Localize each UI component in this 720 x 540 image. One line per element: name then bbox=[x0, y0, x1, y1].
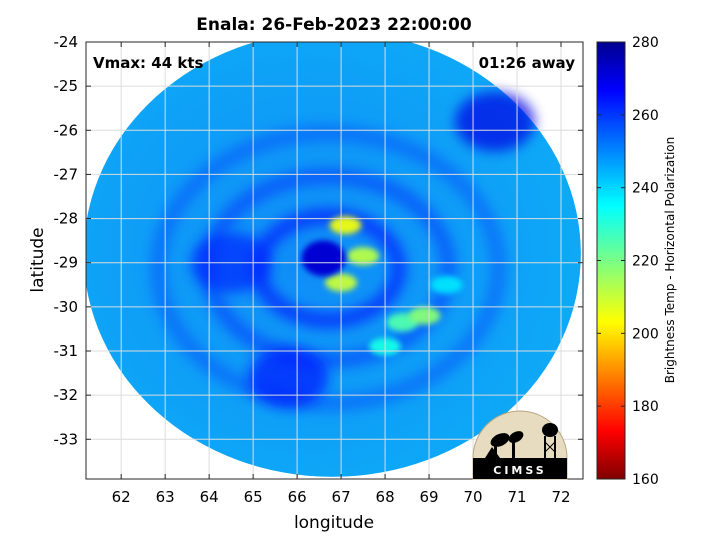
storm-eye bbox=[301, 240, 346, 277]
heatmap-feature bbox=[329, 216, 362, 235]
y-tick-label: -29 bbox=[54, 254, 79, 272]
y-axis-label: latitude bbox=[28, 227, 48, 292]
colorbar-ticks: 280 260 240 220 200 180 160 bbox=[597, 35, 659, 488]
spiral-band bbox=[150, 125, 507, 412]
heatmap-feature bbox=[347, 247, 380, 266]
x-tick-label: 65 bbox=[244, 488, 263, 506]
heatmap-feature bbox=[248, 347, 329, 408]
heatmap-feature bbox=[408, 306, 441, 325]
colorbar-tick-label: 220 bbox=[632, 254, 659, 270]
x-tick-label: 72 bbox=[551, 488, 570, 506]
cimss-logo: CIMSS bbox=[472, 410, 568, 480]
x-tick-label: 69 bbox=[420, 488, 439, 506]
colorbar-tick-label: 280 bbox=[632, 35, 659, 51]
colorbar bbox=[596, 41, 626, 480]
x-tick-label: 71 bbox=[507, 488, 526, 506]
y-tick-label: -24 bbox=[54, 33, 79, 51]
y-tick-label: -31 bbox=[54, 342, 79, 360]
x-tick-label: 68 bbox=[376, 488, 395, 506]
logo-text: CIMSS bbox=[493, 464, 546, 477]
x-tick-label: 63 bbox=[156, 488, 175, 506]
x-tick-label: 66 bbox=[288, 488, 307, 506]
colorbar-tick-label: 180 bbox=[632, 399, 659, 415]
y-axis-ticks: -24 -25 -26 -27 -28 -29 -30 -31 -32 -33 bbox=[54, 33, 583, 448]
y-tick-label: -33 bbox=[54, 430, 79, 448]
x-tick-label: 67 bbox=[332, 488, 351, 506]
grid bbox=[86, 42, 583, 479]
y-tick-label: -30 bbox=[54, 298, 79, 316]
y-tick-label: -27 bbox=[54, 165, 79, 183]
x-tick-label: 64 bbox=[200, 488, 219, 506]
vmax-label: Vmax: 44 kts bbox=[93, 54, 203, 72]
x-axis-ticks: 62 63 64 65 66 67 68 69 70 71 72 bbox=[112, 42, 571, 506]
y-tick-label: -28 bbox=[54, 210, 79, 228]
colorbar-tick-label: 260 bbox=[632, 108, 659, 124]
heatmap-feature bbox=[430, 275, 463, 294]
time-label: 01:26 away bbox=[479, 54, 576, 72]
y-tick-label: -32 bbox=[54, 386, 79, 404]
x-axis-label: longitude bbox=[294, 513, 374, 533]
plot-border bbox=[85, 41, 584, 480]
colorbar-label: Brightness Temp - Horizontal Polarizatio… bbox=[663, 137, 677, 384]
heatmap-swath bbox=[86, 42, 581, 477]
colorbar-tick-label: 200 bbox=[632, 326, 659, 342]
colorbar-tick-label: 240 bbox=[632, 181, 659, 197]
x-tick-label: 70 bbox=[463, 488, 482, 506]
x-tick-label: 62 bbox=[112, 488, 131, 506]
y-tick-label: -26 bbox=[54, 121, 79, 139]
colorbar-tick-label: 160 bbox=[632, 472, 659, 488]
heatmap-feature bbox=[455, 91, 536, 152]
chart-title: Enala: 26-Feb-2023 22:00:00 bbox=[196, 15, 472, 35]
y-tick-label: -25 bbox=[54, 77, 79, 95]
